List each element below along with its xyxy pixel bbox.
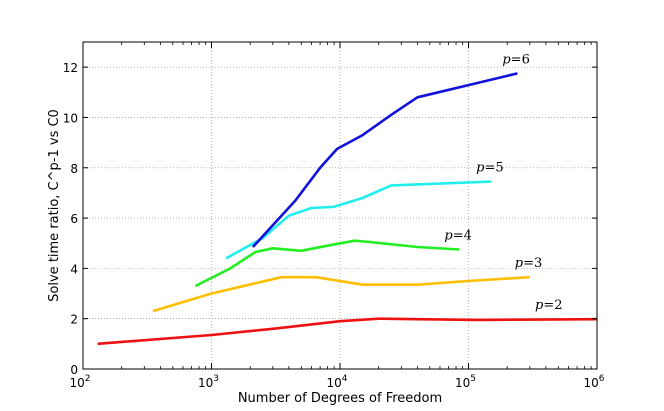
x-tick-label: 104 [326, 374, 347, 390]
series-line-p-5 [225, 180, 492, 260]
y-tick-label: 12 [63, 61, 78, 75]
y-tick-label: 0 [70, 363, 78, 377]
series-label-p-3: p=3 [515, 256, 543, 271]
ticks: 0 2 4 6 8 10 12 102 103 104 105 106 [63, 42, 605, 390]
series-label-p-6: p=6 [502, 52, 530, 67]
x-tick-label: 103 [198, 374, 219, 390]
x-tick-label: 106 [583, 374, 604, 390]
y-tick-label: 8 [70, 162, 78, 176]
series-label-p-2: p=2 [535, 298, 563, 313]
series-line-p-3 [152, 275, 530, 313]
series-line-p-4 [194, 239, 460, 288]
series-label-p-5: p=5 [476, 161, 504, 176]
series-line-p-2 [97, 317, 598, 346]
grid [83, 42, 597, 369]
y-tick-label: 10 [63, 111, 78, 125]
x-axis-label: Number of Degrees of Freedom [238, 391, 442, 406]
series-labels: p=2 p=3 p=4 p=5 p=6 [444, 52, 562, 313]
y-tick-label: 2 [70, 313, 78, 327]
series-lines [97, 72, 598, 346]
y-tick-label: 4 [70, 262, 78, 276]
x-tick-label: 105 [455, 374, 476, 390]
y-axis-label: Solve time ratio, C^p-1 vs C0 [47, 109, 62, 302]
y-tick-label: 6 [70, 212, 78, 226]
series-label-p-4: p=4 [444, 229, 472, 244]
series-line-p-6 [251, 72, 518, 248]
x-tick-label: 102 [69, 374, 90, 390]
